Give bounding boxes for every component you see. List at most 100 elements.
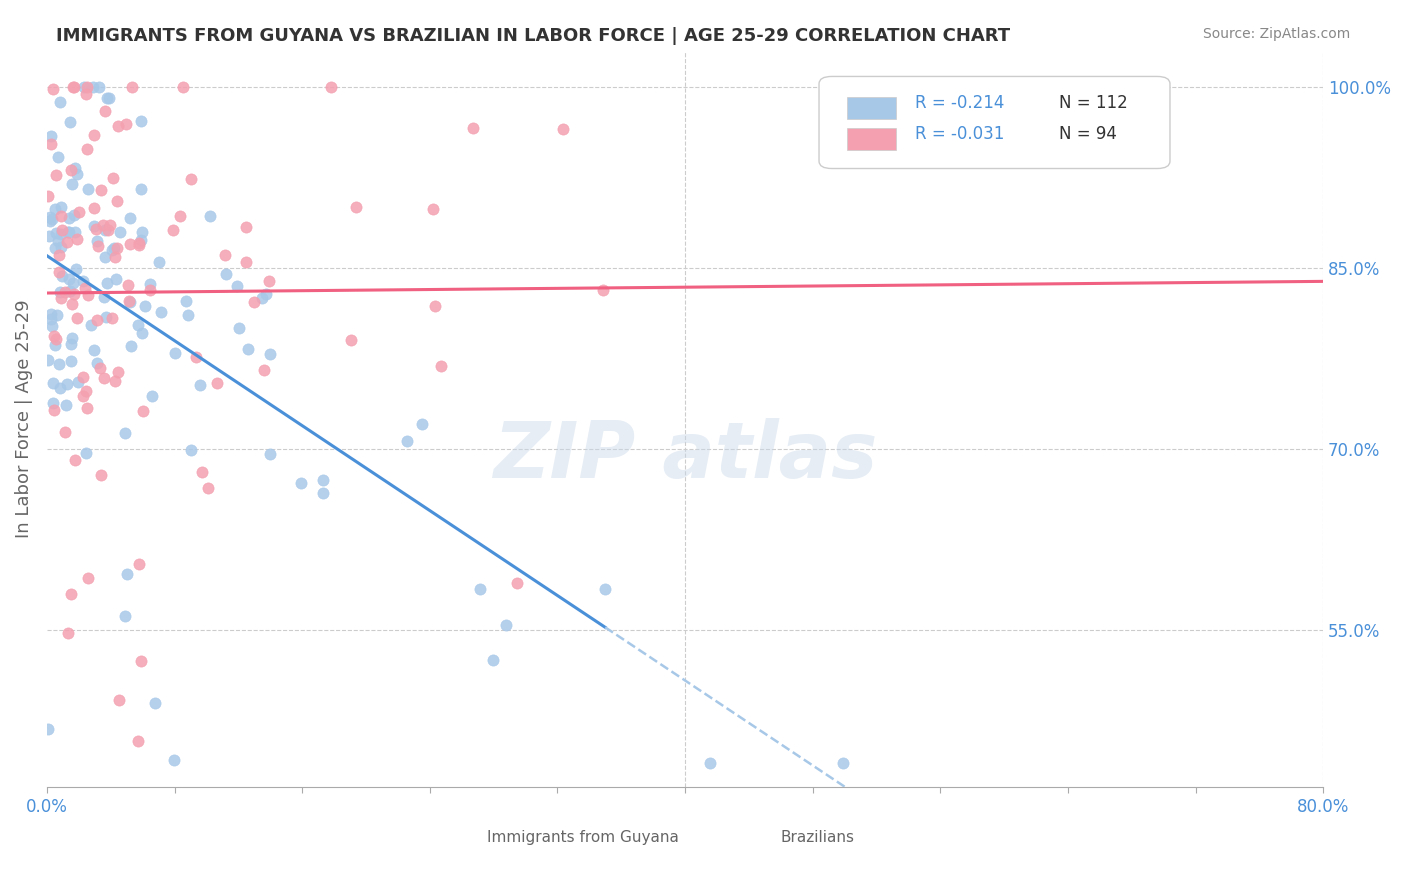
Point (114, 425, 136, 440)
Point (94, 222, 117, 236)
Point (62, 79, 84, 94)
Point (76, 142, 98, 156)
Point (148, 254, 170, 268)
Point (134, 299, 156, 313)
Point (128, 237, 150, 252)
Point (243, 294, 266, 309)
Point (143, 696, 166, 710)
Point (250, 291, 273, 305)
Point (236, 342, 259, 356)
Point (83, 201, 105, 215)
Point (72, 389, 94, 403)
Point (425, 299, 447, 313)
Point (235, 220, 257, 235)
Point (76, 79, 98, 94)
Point (42, 329, 65, 343)
Point (93, 290, 115, 304)
Point (49, 200, 72, 214)
Point (592, 283, 614, 297)
Point (174, 294, 197, 309)
Point (129, 654, 152, 668)
Point (128, 236, 150, 251)
Point (118, 237, 141, 252)
Text: N = 94: N = 94 (1059, 125, 1116, 143)
Point (48, 381, 70, 395)
Point (38, 228, 60, 243)
Point (103, 240, 125, 254)
Point (129, 113, 152, 128)
Point (76, 570, 98, 584)
Point (312, 485, 335, 500)
Text: Source: ZipAtlas.com: Source: ZipAtlas.com (1202, 27, 1350, 41)
Point (228, 321, 250, 335)
Point (149, 305, 172, 319)
Point (163, 753, 186, 767)
Point (60, 163, 83, 178)
Point (141, 388, 163, 402)
Point (73, 79, 96, 94)
Point (60, 297, 83, 311)
Point (59, 354, 82, 368)
Point (51, 222, 73, 236)
Point (188, 378, 211, 392)
Point (79, 318, 101, 332)
Point (58, 225, 80, 239)
Point (66, 231, 89, 245)
Point (131, 225, 153, 239)
Point (39, 210, 62, 224)
Point (49, 285, 72, 300)
Point (45, 226, 67, 240)
Point (55, 398, 77, 412)
Point (41, 211, 63, 226)
Point (461, 121, 484, 136)
Point (104, 374, 127, 388)
Point (39, 129, 62, 144)
Point (46, 234, 69, 248)
Point (120, 339, 142, 353)
Point (37, 352, 59, 367)
Point (72, 369, 94, 384)
Point (59, 115, 82, 129)
Point (56, 226, 79, 240)
Text: IMMIGRANTS FROM GUYANA VS BRAZILIAN IN LABOR FORCE | AGE 25-29 CORRELATION CHART: IMMIGRANTS FROM GUYANA VS BRAZILIAN IN L… (56, 27, 1011, 45)
Point (55, 425, 77, 439)
Point (58, 211, 80, 226)
Point (96, 91, 118, 105)
Point (110, 225, 132, 239)
Point (75, 384, 97, 398)
Point (89, 361, 111, 376)
Point (75, 281, 97, 295)
Point (48, 265, 70, 279)
Point (46, 150, 69, 164)
Point (115, 117, 138, 131)
Point (100, 243, 122, 257)
Point (103, 171, 125, 186)
Y-axis label: In Labor Force | Age 25-29: In Labor Force | Age 25-29 (15, 300, 32, 538)
Point (56, 235, 79, 249)
Point (86, 234, 108, 248)
Point (63, 79, 86, 94)
Point (77, 288, 100, 302)
Point (553, 122, 575, 136)
Point (41, 319, 63, 334)
Text: N = 112: N = 112 (1059, 94, 1128, 112)
Point (89, 79, 111, 94)
Point (49, 95, 72, 109)
Point (98, 218, 121, 232)
Point (120, 294, 142, 309)
Point (259, 347, 281, 361)
Point (172, 79, 194, 94)
Point (191, 465, 214, 479)
Point (253, 363, 276, 377)
Point (93, 371, 115, 385)
Point (94, 103, 117, 118)
Point (177, 308, 200, 322)
Point (59, 284, 82, 298)
Point (319, 79, 342, 94)
Point (60, 331, 83, 345)
Point (62, 287, 84, 301)
Text: ZIP atlas: ZIP atlas (494, 417, 877, 493)
Point (63, 453, 86, 467)
Point (132, 404, 155, 418)
Point (97, 223, 120, 237)
